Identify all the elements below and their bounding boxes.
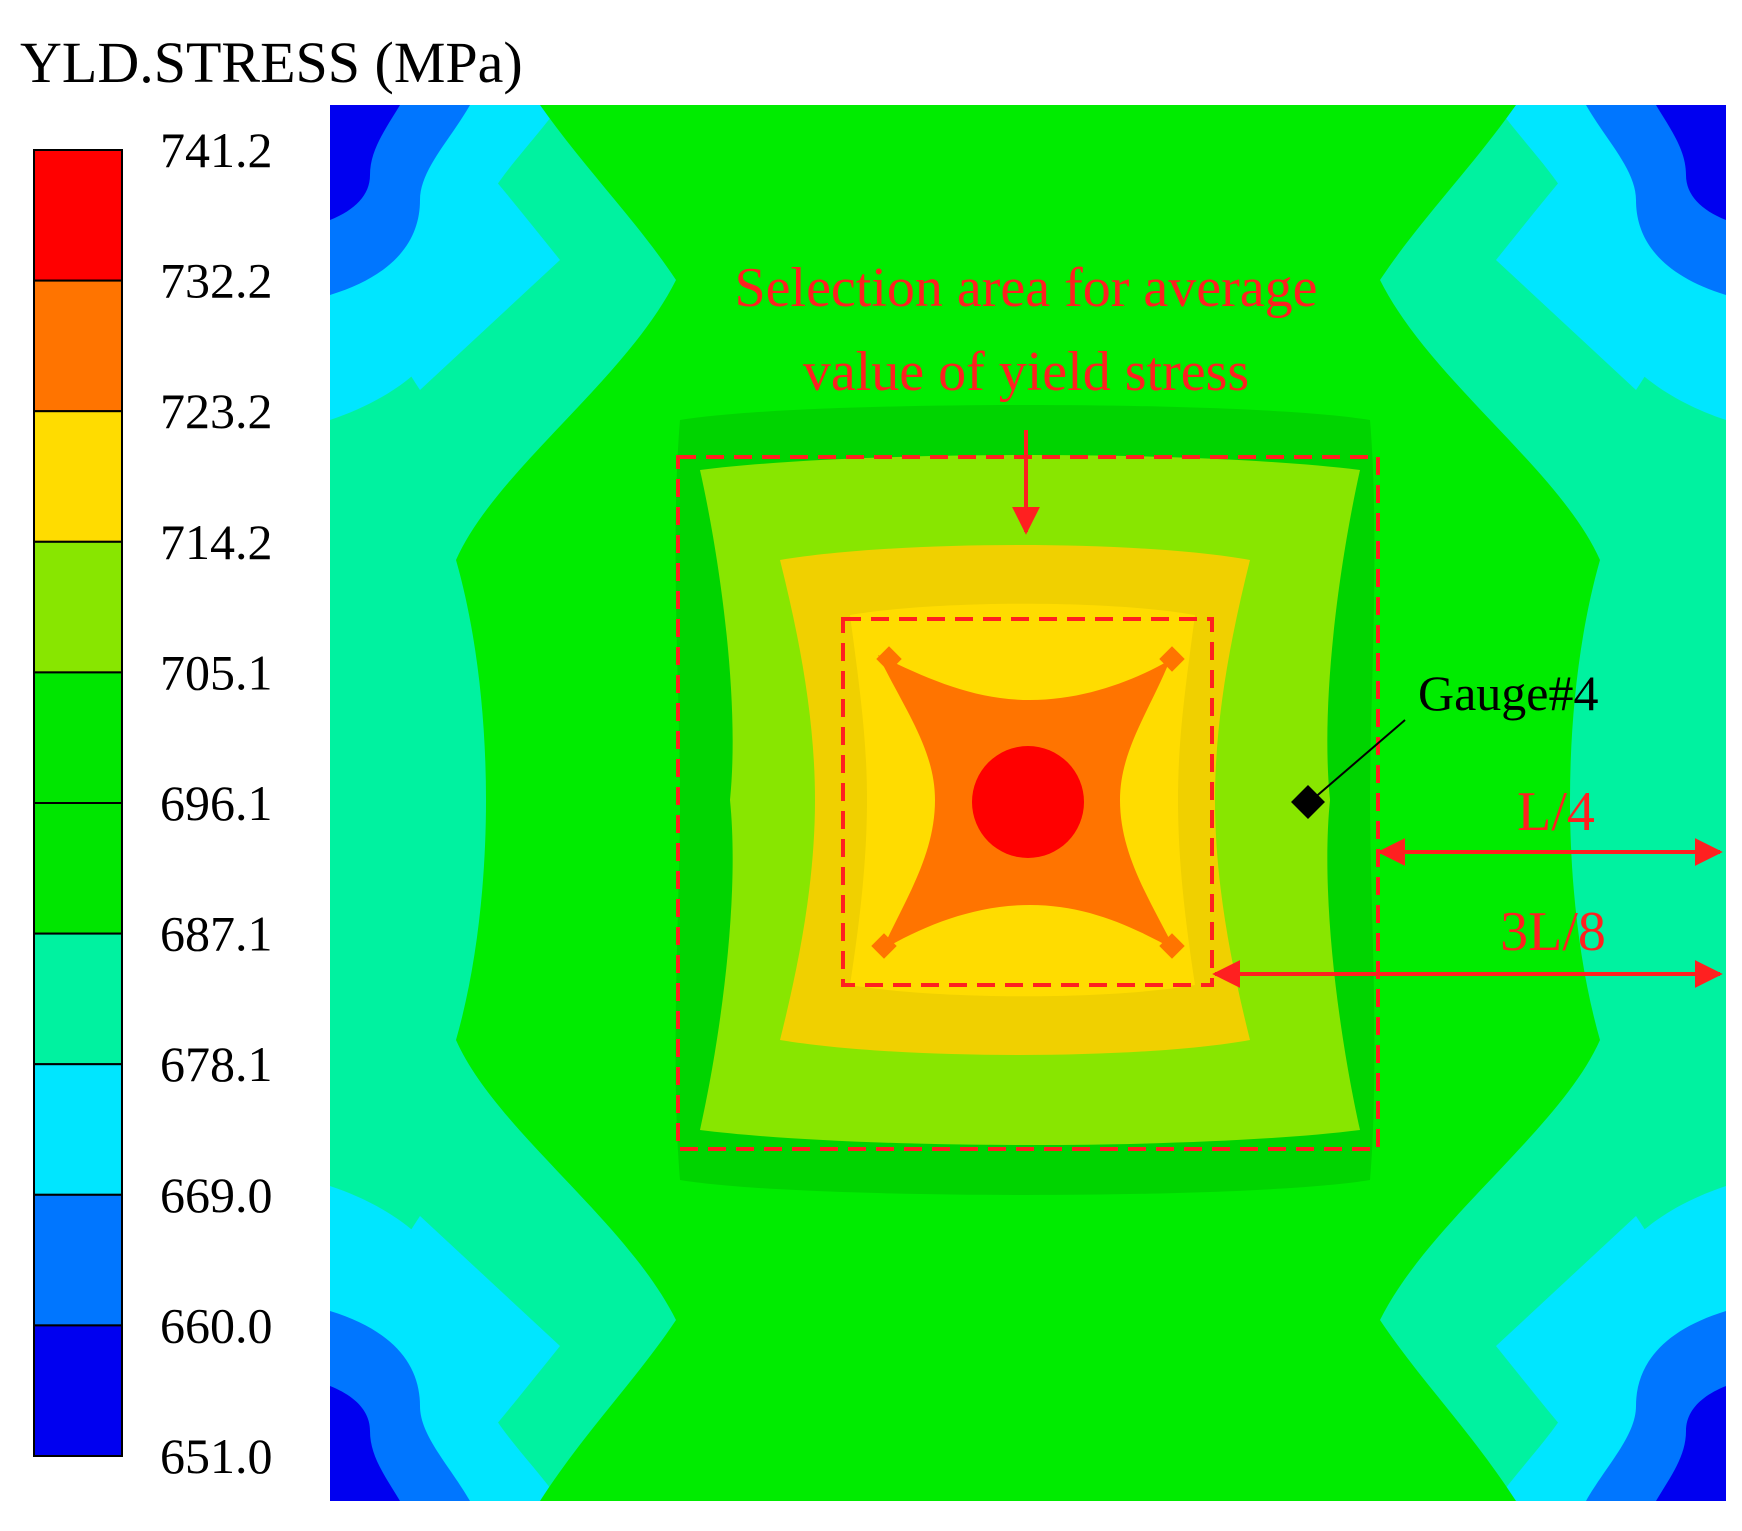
legend-tick-label: 660.0	[160, 1297, 273, 1353]
legend-swatch	[33, 1193, 123, 1327]
selection-label-line2: value of yield stress	[803, 341, 1249, 403]
legend-swatch	[33, 1063, 123, 1196]
legend-tick-label: 678.1	[160, 1036, 273, 1092]
selection-label-line1: Selection area for average	[735, 257, 1318, 319]
legend-swatch	[33, 1324, 123, 1458]
legend-tick-label: 669.0	[160, 1167, 273, 1223]
legend-tick-label: 732.2	[160, 253, 273, 309]
legend-swatch	[33, 671, 123, 805]
legend-tick-label: 651.0	[160, 1428, 273, 1484]
contour-plot	[330, 105, 1726, 1501]
legend-tick-label: 696.1	[160, 775, 273, 831]
legend-swatch	[33, 149, 123, 282]
contour-band-741	[972, 746, 1084, 858]
outer-dimension-label: L/4	[1517, 781, 1595, 843]
legend-swatch	[33, 540, 123, 674]
legend-swatch	[33, 410, 123, 543]
legend-tick-label: 741.2	[160, 122, 273, 178]
legend-swatch	[33, 932, 123, 1066]
legend-tick-label: 705.1	[160, 644, 273, 700]
legend-title: YLD.STRESS (MPa)	[20, 30, 523, 95]
gauge-marker	[1291, 785, 1325, 819]
corner-shapes-651	[330, 105, 1726, 1501]
legend-tick-labels: 741.2 732.2 723.2 714.2 705.1 696.1 687.1 678.1…	[160, 122, 273, 1484]
legend-tick-label: 714.2	[160, 514, 273, 570]
inner-dimension-label: 3L/8	[1500, 901, 1606, 963]
legend-swatch	[33, 802, 123, 935]
legend-color-bar	[33, 149, 123, 1458]
gauge-leader-line	[1311, 719, 1406, 801]
legend-tick-label: 687.1	[160, 906, 273, 962]
gauge-label: Gauge#4	[1418, 665, 1599, 721]
legend-tick-label: 723.2	[160, 383, 273, 439]
legend-swatch	[33, 279, 123, 413]
inner-selection-box	[841, 617, 1214, 987]
